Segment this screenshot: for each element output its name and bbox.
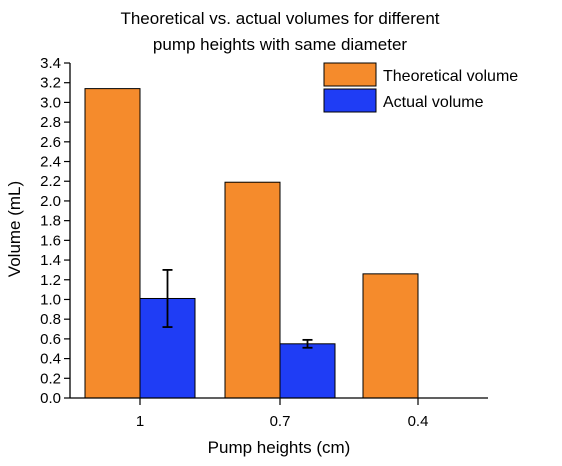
y-axis-label: Volume (mL) [5,181,24,277]
chart-title-line-1: Theoretical vs. actual volumes for diffe… [120,9,439,28]
y-tick-label: 2.8 [40,114,61,131]
y-tick-label: 0.0 [40,390,61,407]
y-tick-label: 0.2 [40,370,61,387]
y-tick-label: 2.0 [40,193,61,210]
y-tick-label: 1.2 [40,272,61,289]
x-tick-label: 1 [136,413,144,430]
plot-area [84,88,419,399]
bar-theoretical-0.4 [362,273,419,399]
legend-label-theoretical: Theoretical volume [383,68,518,85]
y-tick-label: 1.0 [40,291,61,308]
y-tick-label: 2.4 [40,154,61,171]
y-tick-label: 3.2 [40,75,61,92]
y-tick-label: 2.6 [40,134,61,151]
y-axis-ticks: 0.0 0.2 0.4 0.6 0.8 1.0 1.2 1.4 1.6 1.8 2.0 2.2 2.4 2… [40,55,70,407]
y-tick-label: 0.6 [40,331,61,348]
bar-theoretical-0.7 [224,181,281,399]
bar-theoretical-1 [84,88,141,399]
y-tick-label: 0.8 [40,311,61,328]
chart-title-line-2: pump heights with same diameter [153,35,408,54]
y-tick-label: 3.4 [40,55,61,72]
y-tick-label: 0.4 [40,351,61,368]
y-tick-label: 2.2 [40,173,61,190]
legend: Theoretical volume Actual volume [323,62,518,113]
y-tick-label: 3.0 [40,94,61,111]
x-tick-label: 0.7 [270,413,291,430]
x-tick-label: 0.4 [408,413,429,430]
legend-swatch-theoretical [323,62,377,87]
x-axis-label: Pump heights (cm) [208,438,351,457]
y-tick-label: 1.4 [40,252,61,269]
y-tick-label: 1.6 [40,232,61,249]
x-axis-ticks: 1 0.7 0.4 [136,398,429,430]
legend-swatch-actual [323,88,377,113]
y-tick-label: 1.8 [40,213,61,230]
bar-actual-0.7 [279,343,336,399]
legend-label-actual: Actual volume [383,94,484,111]
